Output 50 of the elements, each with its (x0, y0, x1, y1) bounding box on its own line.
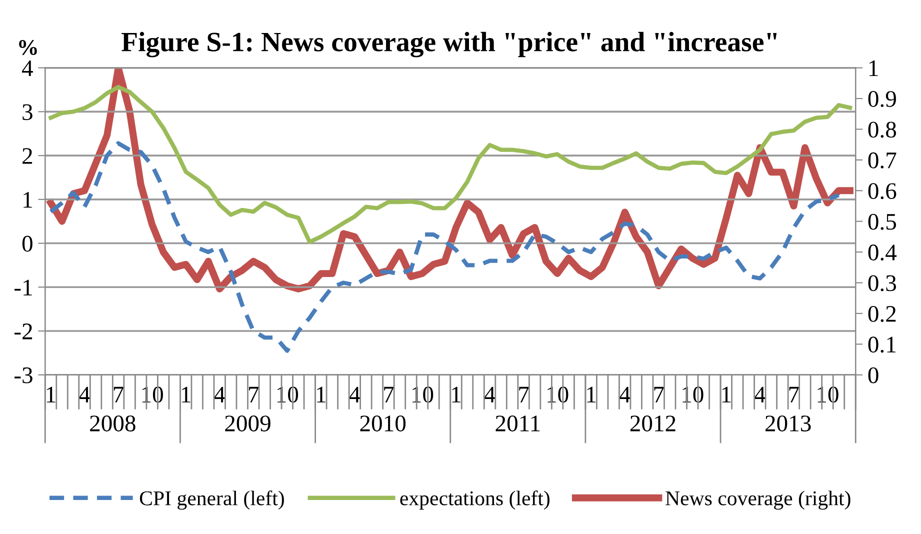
y2-tick-label: 0.2 (868, 306, 896, 322)
y-tick-label: 1 (24, 192, 32, 208)
x-tick-label: 4 (484, 386, 496, 402)
y-tick-label: -3 (14, 367, 32, 384)
x-tick-label: 7 (249, 386, 259, 402)
text: 2008 (90, 416, 136, 432)
y-axis-title: % (19, 40, 37, 56)
y2-tick-label: 0.1 (868, 336, 896, 353)
x-tick-label: 1 (317, 386, 326, 402)
y2-tick-label: 0.5 (868, 214, 896, 230)
y2-tick-label: 0.8 (868, 122, 896, 138)
text: 2012 (630, 416, 676, 432)
x-tick-label: 1 (182, 386, 190, 402)
x-tick-label: 4 (214, 386, 226, 402)
text: 2013 (765, 416, 811, 432)
x-tick-label: 7 (654, 386, 664, 402)
x-tick-label: 1 (46, 386, 56, 402)
y-tick-label: 3 (22, 104, 32, 120)
x-tick-label: 1 (452, 386, 460, 402)
y2-tick-label: 0.6 (868, 183, 896, 200)
x-tick-label: 7 (519, 386, 529, 402)
text: 2011 (496, 416, 540, 432)
text: 2010 (360, 416, 406, 432)
x-tick-label: 1 (587, 386, 596, 402)
y2-tick-label: 0 (868, 367, 878, 384)
x-tick-label: 4 (349, 386, 360, 402)
y-tick-label: 2 (22, 148, 32, 164)
y2-tick-label: 0.3 (868, 275, 896, 292)
x-tick-label: 1 (722, 386, 731, 402)
y2-tick-label: 0.9 (868, 91, 896, 108)
x-tick-label: 4 (619, 386, 630, 402)
y-tick-label: 4 (22, 60, 33, 76)
y-tick-label: -2 (14, 324, 32, 340)
x-tick-label: 7 (114, 386, 124, 402)
y-tick-label: -1 (14, 280, 32, 296)
line-series (48, 85, 852, 244)
x-tick-label: 7 (384, 386, 394, 402)
legend-label: CPI general (left) (140, 490, 284, 510)
chart-title: Figure S-1: News coverage with "price" and "increase" (122, 32, 777, 58)
legend-label: expectations (left) (400, 490, 550, 510)
legend-label: News coverage (right) (666, 490, 850, 510)
y2-tick-label: 1 (869, 60, 878, 76)
text: 2009 (225, 416, 270, 432)
y2-tick-label: 0.7 (868, 152, 896, 168)
y-tick-label: 0 (22, 236, 32, 252)
y2-tick-label: 0.4 (868, 244, 897, 261)
x-tick-label: 4 (79, 386, 90, 402)
x-tick-label: 7 (789, 386, 799, 402)
line-series (48, 141, 841, 353)
x-tick-label: 4 (754, 386, 766, 402)
